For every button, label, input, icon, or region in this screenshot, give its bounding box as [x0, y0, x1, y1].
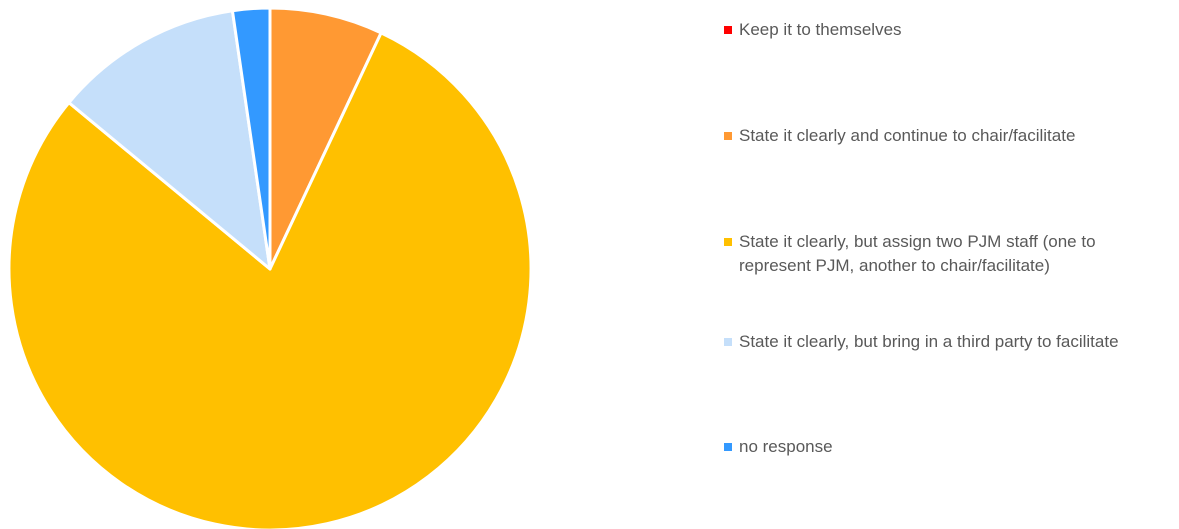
legend-label: no response [739, 437, 833, 456]
pie-slice-4 [230, 6, 272, 271]
pie-slice-3 [67, 9, 272, 271]
legend-item-no-response: no response [724, 435, 1164, 459]
legend-swatch [724, 443, 732, 451]
pie-slice-2 [7, 31, 533, 529]
legend-label: Keep it to themselves [739, 20, 902, 39]
legend-swatch [724, 26, 732, 34]
legend-item-continue-to-chair: State it clearly and continue to chair/f… [724, 124, 1164, 148]
legend-label: State it clearly, but assign two PJM sta… [739, 232, 1096, 275]
legend-item-keep-it: Keep it to themselves [724, 18, 1164, 42]
legend-label: State it clearly, but bring in a third p… [739, 332, 1119, 351]
pie-chart [7, 6, 533, 529]
legend-item-two-pjm-staff: State it clearly, but assign two PJM sta… [724, 230, 1164, 278]
legend-label: State it clearly and continue to chair/f… [739, 126, 1076, 145]
pie-slice-1 [268, 6, 383, 271]
legend-swatch [724, 132, 732, 140]
legend-item-third-party: State it clearly, but bring in a third p… [724, 330, 1164, 354]
legend-swatch [724, 338, 732, 346]
legend-swatch [724, 238, 732, 246]
